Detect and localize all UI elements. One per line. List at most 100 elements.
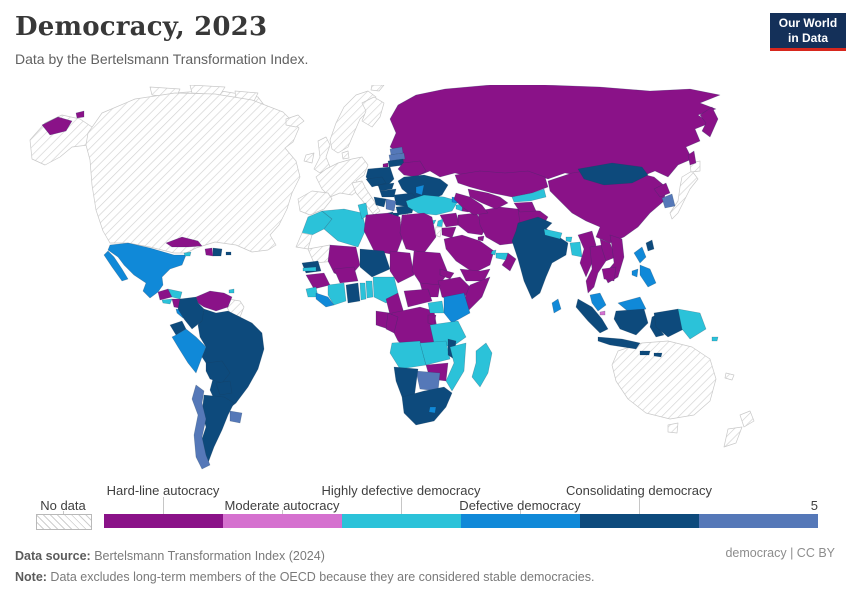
map-region-borneo-indonesia[interactable] [613,308,649,336]
map-region-ghana[interactable] [345,282,361,304]
map-region-india[interactable] [511,216,569,300]
map-region-bangladesh[interactable] [569,241,583,258]
map-region-chukotka[interactable] [75,110,85,119]
map-region-algeria[interactable] [321,208,367,248]
map-region-kenya[interactable] [443,292,471,324]
map-region-saudi-arabia[interactable] [443,234,495,274]
map-region-czechia[interactable] [365,176,387,188]
map-region-new-zealand[interactable] [723,426,743,448]
map-region-jamaica[interactable] [183,251,192,257]
map-region-kaliningrad[interactable] [382,162,389,168]
map-region-myanmar[interactable] [577,230,597,278]
owid-logo[interactable]: Our World in Data [770,13,846,51]
map-region-haiti[interactable] [204,247,214,257]
map-region-oman[interactable] [501,252,517,272]
map-region-south-africa[interactable] [401,386,453,426]
map-region-moldova[interactable] [415,184,425,196]
map-region-iberia[interactable] [297,190,333,216]
map-region-mongolia[interactable] [577,162,649,186]
map-region-new-caledonia[interactable] [724,372,735,381]
map-region-hungary[interactable] [379,188,397,198]
map-region-baja-california[interactable] [103,250,129,282]
map-region-cambodia[interactable] [601,266,617,282]
map-region-sri-lanka[interactable] [551,298,562,314]
map-region-turkey[interactable] [405,194,459,216]
map-region-cote-divoire[interactable] [327,282,347,306]
map-region-venezuela[interactable] [195,290,233,312]
map-region-central-african-republic[interactable] [403,288,433,308]
map-region-libya[interactable] [363,212,403,256]
map-region-south-korea[interactable] [661,193,676,209]
map-region-jordan[interactable] [441,226,457,239]
map-region-israel[interactable] [434,226,443,238]
map-region-dominican-republic[interactable] [212,247,223,257]
map-region-finland[interactable] [361,96,385,128]
legend-swatch-hardline[interactable] [104,514,223,528]
map-region-peru[interactable] [171,328,207,374]
map-region-solomon-islands[interactable] [711,336,719,342]
map-region-lesotho[interactable] [428,406,437,414]
legend-swatch-top[interactable] [699,514,818,528]
map-region-north-korea[interactable] [653,182,671,198]
map-region-tasmania[interactable] [667,422,679,434]
map-region-japan[interactable] [669,170,699,220]
map-region-chad[interactable] [389,250,415,284]
map-region-western-sahara[interactable] [295,232,313,250]
legend-swatch-moderate[interactable] [223,514,342,528]
map-region-uzbekistan[interactable] [467,188,509,210]
map-region-sakhalin[interactable] [687,150,697,166]
map-region-kamchatka[interactable] [699,106,719,138]
map-region-malaysia-borneo[interactable] [617,296,647,314]
map-region-paraguay[interactable] [215,380,233,396]
map-region-kuwait[interactable] [477,235,485,242]
map-region-zambia[interactable] [419,340,451,366]
map-region-north-america[interactable] [85,92,301,254]
map-region-yemen[interactable] [459,268,491,282]
map-region-uganda[interactable] [427,300,445,314]
license-text[interactable]: democracy | CC BY [725,546,835,560]
map-region-niger[interactable] [359,248,391,278]
map-region-uruguay[interactable] [229,410,243,424]
legend-swatch-defective[interactable] [461,514,580,528]
map-region-bhutan[interactable] [565,236,573,243]
map-region-chile[interactable] [191,384,211,470]
map-region-tanzania[interactable] [429,320,467,348]
map-region-ireland[interactable] [303,152,315,164]
map-region-serbia[interactable] [385,198,397,212]
map-region-singapore[interactable] [599,310,606,316]
map-region-kyrgyzstan[interactable] [511,188,547,203]
map-region-gambia[interactable] [302,266,317,272]
map-region-philippines[interactable] [633,246,647,264]
map-region-philippines[interactable] [631,268,639,278]
map-region-laos[interactable] [599,238,617,262]
map-region-mozambique[interactable] [445,342,467,392]
map-region-australia[interactable] [611,340,717,420]
map-region-new-zealand[interactable] [739,410,755,428]
map-region-angola[interactable] [389,340,427,370]
legend-swatch-consolidating[interactable] [580,514,699,528]
map-region-new-guinea-west[interactable] [653,308,685,338]
map-region-papua-new-guinea[interactable] [677,308,707,340]
map-region-nepal[interactable] [543,228,563,240]
map-region-kazakhstan[interactable] [454,170,549,198]
map-region-mexico[interactable] [107,242,187,299]
map-region-cuba[interactable] [165,236,203,248]
map-region-philippines[interactable] [639,264,657,288]
map-region-argentina[interactable] [199,394,235,464]
map-region-denmark[interactable] [341,150,350,160]
map-region-malaysia-peninsular[interactable] [589,292,607,312]
map-region-egypt[interactable] [399,212,437,254]
map-region-taiwan[interactable] [645,239,655,252]
map-region-java[interactable] [597,336,641,350]
map-region-iceland[interactable] [285,114,305,128]
map-region-turkmenistan[interactable] [453,192,489,216]
legend-no-data-swatch[interactable] [36,514,92,530]
map-region-italy[interactable] [351,180,381,216]
map-region-guinea[interactable] [305,272,331,290]
map-region-qatar[interactable] [490,249,497,256]
map-region-colombia[interactable] [177,296,205,330]
map-region-latvia[interactable] [388,152,406,162]
map-region-lebanon[interactable] [436,218,444,228]
map-region-congo[interactable] [385,312,399,334]
map-region-togo[interactable] [359,282,367,301]
